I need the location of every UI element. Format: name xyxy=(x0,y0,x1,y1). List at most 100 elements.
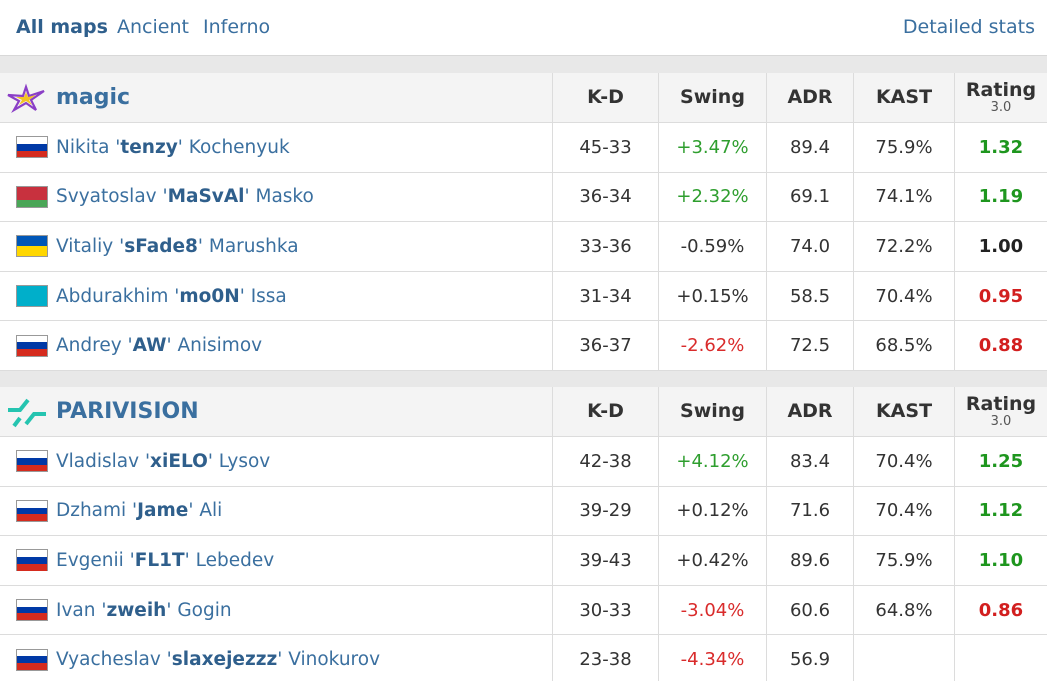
nickname: tenzy xyxy=(120,136,178,158)
stat-cell: 64.8% xyxy=(853,585,954,636)
flag-stripe xyxy=(17,550,47,558)
kd-value: 31-34 xyxy=(579,285,632,307)
player-name[interactable]: Vitaliy 'sFade8' Marushka xyxy=(56,236,299,257)
column-title: Swing xyxy=(680,86,745,108)
nickname: MaSvAl xyxy=(167,186,245,208)
first-name: Vitaliy ' xyxy=(56,235,125,257)
stat-cell: 75.9% xyxy=(853,123,954,173)
nickname: AW xyxy=(132,335,167,357)
player-name[interactable]: Vyacheslav 'slaxejezzz' Vinokurov xyxy=(56,649,380,670)
column-header: Rating 3.0 xyxy=(954,73,1047,123)
stat-cell: +3.47% xyxy=(658,123,766,173)
kast-value: 68.5% xyxy=(875,335,933,357)
stat-cell: -3.04% xyxy=(658,585,766,636)
flag-stripe xyxy=(17,186,47,194)
flag xyxy=(16,185,48,208)
player-name[interactable]: Dzhami 'Jame' Ali xyxy=(56,500,222,521)
stat-cell: -0.59% xyxy=(658,222,766,272)
kast-value: 75.9% xyxy=(875,549,933,571)
flag xyxy=(16,450,48,473)
detailed-stats-link[interactable]: Detailed stats xyxy=(902,16,1035,38)
stat-cell: 1.25 xyxy=(954,437,1047,487)
last-name: ' Lebedev xyxy=(184,549,275,571)
stat-cell: 39-29 xyxy=(552,486,658,537)
kd-value: 36-37 xyxy=(579,335,632,357)
stat-cell: 1.00 xyxy=(954,222,1047,272)
first-name: Dzhami ' xyxy=(56,500,138,522)
last-name: ' Gogin xyxy=(166,599,232,621)
stat-cell: 74.0 xyxy=(766,222,853,272)
stat-cell: +0.12% xyxy=(658,486,766,537)
column-title: K-D xyxy=(587,86,624,108)
stat-cell: 89.4 xyxy=(766,123,853,173)
player-name[interactable]: Vladislav 'xiELO' Lysov xyxy=(56,451,270,472)
stat-cell: 45-33 xyxy=(552,123,658,173)
stat-cell: +2.32% xyxy=(658,172,766,223)
nickname: mo0N xyxy=(179,285,240,307)
stat-cell: 70.4% xyxy=(853,437,954,487)
kd-value: 23-38 xyxy=(579,649,632,671)
first-name: Evgenii ' xyxy=(56,549,135,571)
column-header: Swing xyxy=(658,73,766,123)
player-name[interactable]: Ivan 'zweih' Gogin xyxy=(56,600,232,621)
team-name[interactable]: magic xyxy=(56,85,131,110)
adr-value: 56.9 xyxy=(789,649,831,671)
column-header: ADR xyxy=(766,73,853,123)
kd-value: 39-43 xyxy=(579,549,632,571)
flag xyxy=(16,235,48,258)
flag-stripe xyxy=(17,663,47,670)
flag-stripe xyxy=(17,464,47,472)
stat-cell: +0.42% xyxy=(658,536,766,586)
kd-value: 45-33 xyxy=(579,136,632,158)
player-name[interactable]: Nikita 'tenzy' Kochenyuk xyxy=(56,137,290,158)
kd-value: 36-34 xyxy=(579,186,632,208)
flag xyxy=(16,549,48,572)
map-tab[interactable]: Inferno xyxy=(203,16,271,38)
stat-cell: 36-37 xyxy=(552,321,658,371)
first-name: Ivan ' xyxy=(56,599,107,621)
player-cell: Dzhami 'Jame' Ali xyxy=(0,487,552,537)
column-title: Swing xyxy=(680,400,745,422)
stat-cell: 36-34 xyxy=(552,172,658,223)
flag-stripe xyxy=(17,342,47,350)
adr-value: 89.4 xyxy=(789,136,831,158)
adr-value: 58.5 xyxy=(789,285,831,307)
flag-stripe xyxy=(17,451,47,458)
player-cell: Nikita 'tenzy' Kochenyuk xyxy=(0,123,552,173)
map-tab[interactable]: Ancient xyxy=(117,16,189,38)
last-name: ' Vinokurov xyxy=(277,649,381,671)
stat-cell: 33-36 xyxy=(552,222,658,272)
player-cell: Ivan 'zweih' Gogin xyxy=(0,586,552,636)
flag-stripe xyxy=(17,286,47,307)
column-title: KAST xyxy=(875,400,933,422)
adr-value: 72.5 xyxy=(789,335,831,357)
stat-cell: 75.9% xyxy=(853,536,954,586)
kast-value: 75.9% xyxy=(875,136,933,158)
rating-value: 1.25 xyxy=(978,450,1024,472)
rating-value: 0.88 xyxy=(978,335,1024,357)
kast-value: 72.2% xyxy=(875,235,933,257)
column-header: K-D xyxy=(552,387,658,437)
player-name[interactable]: Andrey 'AW' Anisimov xyxy=(56,335,262,356)
flag-stripe xyxy=(17,563,47,571)
team-name[interactable]: PARIVISION xyxy=(56,399,199,424)
nickname: sFade8 xyxy=(124,235,198,257)
player-name[interactable]: Svyatoslav 'MaSvAl' Masko xyxy=(56,186,314,207)
first-name: Vladislav ' xyxy=(56,450,151,472)
stat-cell: 72.5 xyxy=(766,321,853,371)
column-header: Swing xyxy=(658,387,766,437)
player-name[interactable]: Abdurakhim 'mo0N' Issa xyxy=(56,286,287,307)
first-name: Svyatoslav ' xyxy=(56,186,168,208)
nickname: FL1T xyxy=(134,549,185,571)
last-name: ' Lysov xyxy=(207,450,271,472)
adr-value: 83.4 xyxy=(789,450,831,472)
player-name[interactable]: Evgenii 'FL1T' Lebedev xyxy=(56,550,274,571)
stat-cell: 1.12 xyxy=(954,486,1047,537)
map-tab[interactable]: All maps xyxy=(16,16,108,38)
stat-cell: -2.62% xyxy=(658,321,766,371)
player-cell: Andrey 'AW' Anisimov xyxy=(0,321,552,371)
team-logo xyxy=(8,398,46,428)
swing-value: +3.47% xyxy=(676,136,749,158)
stat-cell: 71.6 xyxy=(766,486,853,537)
